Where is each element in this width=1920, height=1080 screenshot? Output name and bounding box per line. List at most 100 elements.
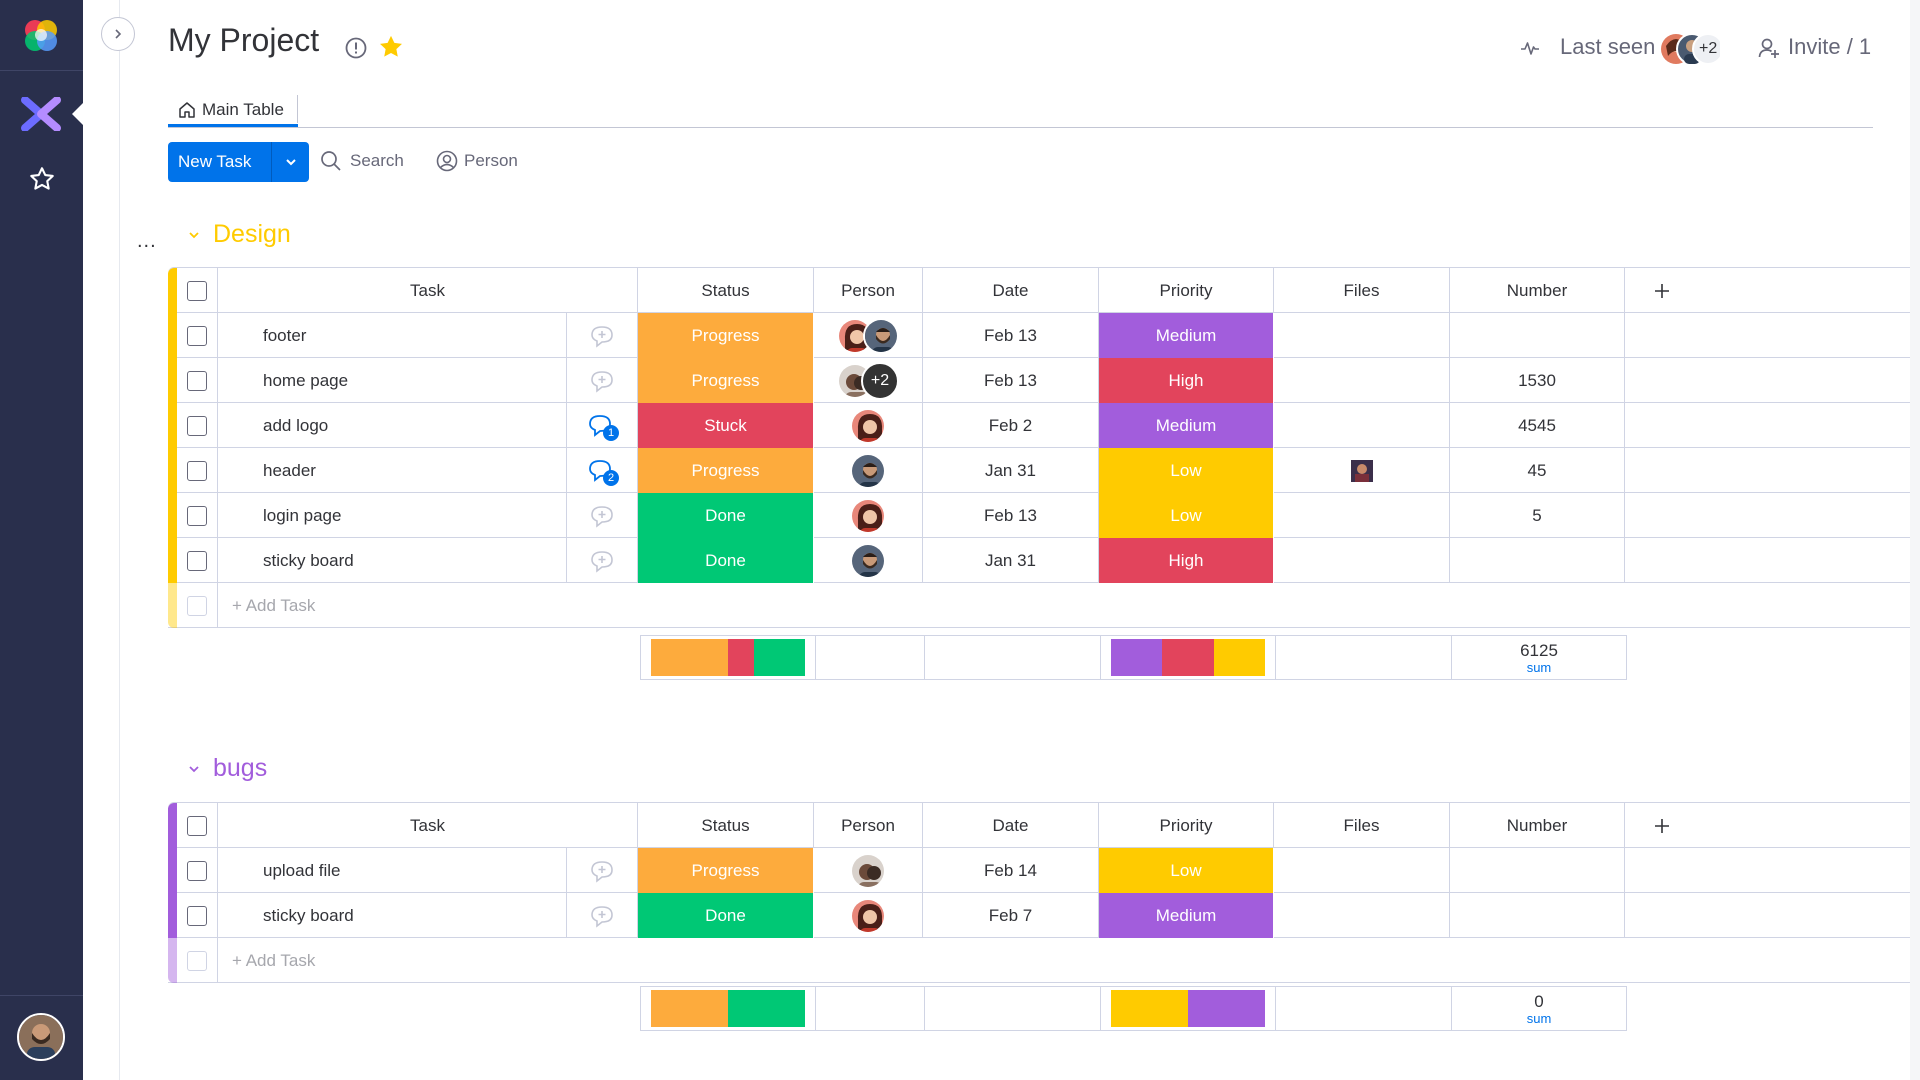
- group-collapse-chevron-icon[interactable]: [187, 228, 201, 242]
- person-filter-button[interactable]: Person: [436, 150, 518, 172]
- files-cell[interactable]: [1274, 848, 1450, 893]
- person-cell[interactable]: [814, 538, 923, 583]
- date-cell[interactable]: Feb 13: [923, 313, 1099, 358]
- row-checkbox-cell[interactable]: [177, 358, 218, 403]
- table-row[interactable]: sticky board Done Feb 7 Medium: [168, 893, 1920, 938]
- files-cell[interactable]: [1274, 313, 1450, 358]
- row-checkbox[interactable]: [187, 460, 207, 481]
- files-cell[interactable]: [1274, 358, 1450, 403]
- add-person-icon[interactable]: [1757, 36, 1781, 60]
- group-header[interactable]: bugs: [187, 754, 267, 783]
- invite-button[interactable]: Invite / 1: [1788, 34, 1872, 59]
- add-column-button[interactable]: [1625, 803, 1699, 848]
- column-header-task[interactable]: Task: [218, 268, 638, 313]
- row-checkbox[interactable]: [187, 505, 207, 526]
- files-cell[interactable]: [1274, 538, 1450, 583]
- row-checkbox-cell[interactable]: [177, 493, 218, 538]
- task-name-cell[interactable]: add logo: [218, 403, 567, 448]
- priority-summary-bar-cell[interactable]: [1101, 986, 1276, 1031]
- last-seen-more-count[interactable]: +2: [1699, 40, 1718, 57]
- tab-main-table[interactable]: Main Table: [168, 93, 294, 127]
- column-header-priority[interactable]: Priority: [1099, 268, 1274, 313]
- task-name-cell[interactable]: login page: [218, 493, 567, 538]
- column-header-files[interactable]: Files: [1274, 803, 1450, 848]
- priority-cell[interactable]: Medium: [1099, 403, 1274, 448]
- column-header-person[interactable]: Person: [814, 803, 923, 848]
- date-cell[interactable]: Feb 13: [923, 493, 1099, 538]
- priority-cell[interactable]: Low: [1099, 448, 1274, 493]
- number-sum-label[interactable]: sum: [1526, 1010, 1552, 1026]
- group-collapse-chevron-icon[interactable]: [187, 762, 201, 776]
- status-cell[interactable]: Progress: [638, 358, 814, 403]
- task-name-cell[interactable]: sticky board: [218, 893, 567, 938]
- column-header-date[interactable]: Date: [923, 268, 1099, 313]
- vertical-scrollbar[interactable]: [1910, 0, 1920, 1080]
- updates-button[interactable]: [567, 358, 638, 403]
- priority-cell[interactable]: High: [1099, 358, 1274, 403]
- file-thumbnail-icon[interactable]: [1350, 459, 1373, 482]
- number-summary-cell[interactable]: 0 sum: [1452, 986, 1627, 1031]
- date-cell[interactable]: Feb 13: [923, 358, 1099, 403]
- row-checkbox[interactable]: [187, 370, 207, 391]
- info-circle-icon[interactable]: [344, 36, 368, 60]
- date-cell[interactable]: Jan 31: [923, 448, 1099, 493]
- activity-pulse-icon[interactable]: [1519, 37, 1541, 59]
- table-row[interactable]: login page Done Feb 13 Low 5: [168, 493, 1920, 538]
- column-header-priority[interactable]: Priority: [1099, 803, 1274, 848]
- table-row[interactable]: home page Progress +2 Feb 13 High 1530: [168, 358, 1920, 403]
- status-cell[interactable]: Progress: [638, 313, 814, 358]
- last-seen-label[interactable]: Last seen: [1560, 34, 1656, 59]
- row-checkbox[interactable]: [187, 415, 207, 436]
- number-cell[interactable]: [1450, 538, 1625, 583]
- group-title[interactable]: Design: [213, 220, 291, 248]
- person-cell[interactable]: [814, 313, 923, 358]
- task-name-cell[interactable]: sticky board: [218, 538, 567, 583]
- row-checkbox[interactable]: [187, 905, 207, 926]
- updates-button[interactable]: 1: [567, 403, 638, 448]
- group-header[interactable]: Design: [187, 220, 291, 249]
- row-checkbox-cell[interactable]: [177, 448, 218, 493]
- number-summary-cell[interactable]: 6125 sum: [1452, 635, 1627, 680]
- number-cell[interactable]: [1450, 313, 1625, 358]
- add-column-button[interactable]: [1625, 268, 1699, 313]
- status-cell[interactable]: Done: [638, 538, 814, 583]
- number-cell[interactable]: 4545: [1450, 403, 1625, 448]
- row-checkbox[interactable]: [187, 860, 207, 881]
- updates-button[interactable]: [567, 493, 638, 538]
- table-row[interactable]: add logo 1 Stuck Feb 2 Medium 4545: [168, 403, 1920, 448]
- priority-cell[interactable]: Low: [1099, 848, 1274, 893]
- monday-color-logo-icon[interactable]: [21, 15, 61, 55]
- task-name-cell[interactable]: footer: [218, 313, 567, 358]
- status-summary-bar-cell[interactable]: [640, 986, 816, 1031]
- date-cell[interactable]: Feb 14: [923, 848, 1099, 893]
- person-cell[interactable]: +2: [814, 358, 923, 403]
- column-header-status[interactable]: Status: [638, 268, 814, 313]
- add-task-row[interactable]: + Add Task: [168, 938, 1920, 983]
- collapse-sidebar-button[interactable]: [101, 17, 135, 51]
- row-checkbox-cell[interactable]: [177, 313, 218, 358]
- row-checkbox-cell[interactable]: [177, 893, 218, 938]
- person-cell[interactable]: [814, 893, 923, 938]
- priority-cell[interactable]: High: [1099, 538, 1274, 583]
- add-task-row[interactable]: + Add Task: [168, 583, 1920, 628]
- priority-cell[interactable]: Low: [1099, 493, 1274, 538]
- table-row[interactable]: footer Progress Feb 13 Medium: [168, 313, 1920, 358]
- files-cell[interactable]: [1274, 493, 1450, 538]
- updates-button[interactable]: [567, 313, 638, 358]
- board-title[interactable]: My Project: [168, 22, 320, 58]
- person-cell[interactable]: [814, 848, 923, 893]
- select-all-checkbox-cell[interactable]: [177, 268, 218, 313]
- date-cell[interactable]: Feb 2: [923, 403, 1099, 448]
- status-cell[interactable]: Progress: [638, 448, 814, 493]
- star-outline-icon[interactable]: [28, 165, 56, 193]
- status-cell[interactable]: Progress: [638, 848, 814, 893]
- column-header-number[interactable]: Number: [1450, 803, 1625, 848]
- updates-button[interactable]: [567, 848, 638, 893]
- task-name-cell[interactable]: upload file: [218, 848, 567, 893]
- updates-button[interactable]: 2: [567, 448, 638, 493]
- person-cell[interactable]: [814, 493, 923, 538]
- user-avatar[interactable]: [17, 1013, 65, 1061]
- column-header-person[interactable]: Person: [814, 268, 923, 313]
- add-task-input[interactable]: + Add Task: [232, 950, 316, 970]
- select-all-checkbox[interactable]: [187, 280, 207, 301]
